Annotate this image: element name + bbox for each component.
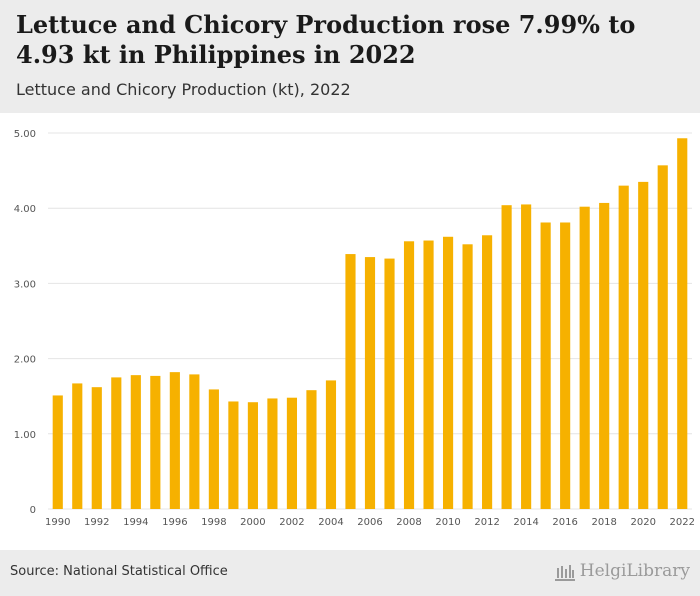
bar-chart: 0 1.00 2.00 3.00 4.00 5.00 1990 1992 1994 1996 199… bbox=[14, 129, 695, 528]
bar-1999 bbox=[228, 401, 239, 509]
bar-1995 bbox=[150, 375, 161, 509]
brand-logo[interactable]: HelgiLibrary bbox=[554, 558, 690, 584]
x-tick-label: 2004 bbox=[318, 517, 343, 528]
bar-2017 bbox=[579, 206, 590, 510]
x-tick-label: 1998 bbox=[201, 517, 226, 528]
bar-1994 bbox=[130, 375, 141, 509]
y-tick-label: 1.00 bbox=[14, 430, 36, 441]
x-tick-label: 2014 bbox=[513, 517, 538, 528]
x-tick-label: 2018 bbox=[591, 517, 616, 528]
x-tick-label: 1994 bbox=[123, 517, 148, 528]
bar-2021 bbox=[657, 165, 668, 509]
footer: Source: National Statistical Office Helg… bbox=[0, 550, 700, 596]
bar-2019 bbox=[618, 185, 629, 509]
header: Lettuce and Chicory Production rose 7.99… bbox=[0, 0, 700, 113]
x-tick-label: 2002 bbox=[279, 517, 304, 528]
x-tick-label: 2010 bbox=[435, 517, 460, 528]
bar-2012 bbox=[482, 235, 493, 509]
x-tick-label: 2022 bbox=[670, 517, 695, 528]
library-icon bbox=[554, 565, 575, 581]
bar-1990 bbox=[52, 395, 63, 509]
bar-2004 bbox=[325, 380, 337, 509]
bar-2013 bbox=[501, 205, 512, 509]
bar-2002 bbox=[286, 397, 298, 509]
bar-2018 bbox=[599, 202, 610, 509]
x-tick-label: 2012 bbox=[474, 517, 499, 528]
chart-subtitle: Lettuce and Chicory Production (kt), 202… bbox=[16, 80, 351, 99]
bar-1997 bbox=[189, 374, 200, 509]
bar-2009 bbox=[423, 240, 434, 509]
y-tick-label: 4.00 bbox=[14, 204, 36, 215]
bar-2020 bbox=[638, 181, 649, 509]
x-tick-label: 2020 bbox=[630, 517, 655, 528]
bar-2006 bbox=[364, 257, 376, 509]
bar-2007 bbox=[384, 258, 395, 509]
bar-2022 bbox=[677, 138, 688, 509]
bar-2005 bbox=[345, 254, 356, 509]
y-tick-label: 3.00 bbox=[14, 279, 36, 290]
x-tick-label: 1996 bbox=[162, 517, 187, 528]
chart-area: 0 1.00 2.00 3.00 4.00 5.00 1990 1992 1994 1996 199… bbox=[0, 113, 700, 550]
y-tick-label: 2.00 bbox=[14, 355, 36, 366]
bar-2010 bbox=[442, 236, 454, 509]
x-tick-label: 2000 bbox=[240, 517, 265, 528]
bar-1998 bbox=[208, 389, 219, 509]
x-tick-label: 1990 bbox=[45, 517, 70, 528]
y-tick-label: 0 bbox=[30, 505, 36, 516]
bar-2016 bbox=[560, 222, 571, 509]
bar-2011 bbox=[462, 244, 473, 509]
x-tick-label: 1992 bbox=[84, 517, 109, 528]
bar-2003 bbox=[306, 390, 317, 509]
bar-1992 bbox=[91, 387, 102, 509]
bar-1993 bbox=[111, 377, 122, 509]
x-tick-label: 2016 bbox=[552, 517, 577, 528]
source-note: Source: National Statistical Office bbox=[10, 564, 228, 579]
bar-1991 bbox=[72, 383, 83, 509]
page-title: Lettuce and Chicory Production rose 7.99… bbox=[16, 10, 636, 69]
bar-2001 bbox=[267, 398, 278, 509]
bar-2014 bbox=[521, 204, 532, 509]
bar-2000 bbox=[247, 402, 258, 509]
x-tick-label: 2008 bbox=[396, 517, 421, 528]
x-tick-label: 2006 bbox=[357, 517, 382, 528]
bar-2015 bbox=[540, 222, 551, 509]
brand-name: HelgiLibrary bbox=[579, 561, 690, 581]
bar-2008 bbox=[403, 241, 415, 509]
y-tick-label: 5.00 bbox=[14, 129, 36, 140]
bar-1996 bbox=[169, 372, 180, 509]
